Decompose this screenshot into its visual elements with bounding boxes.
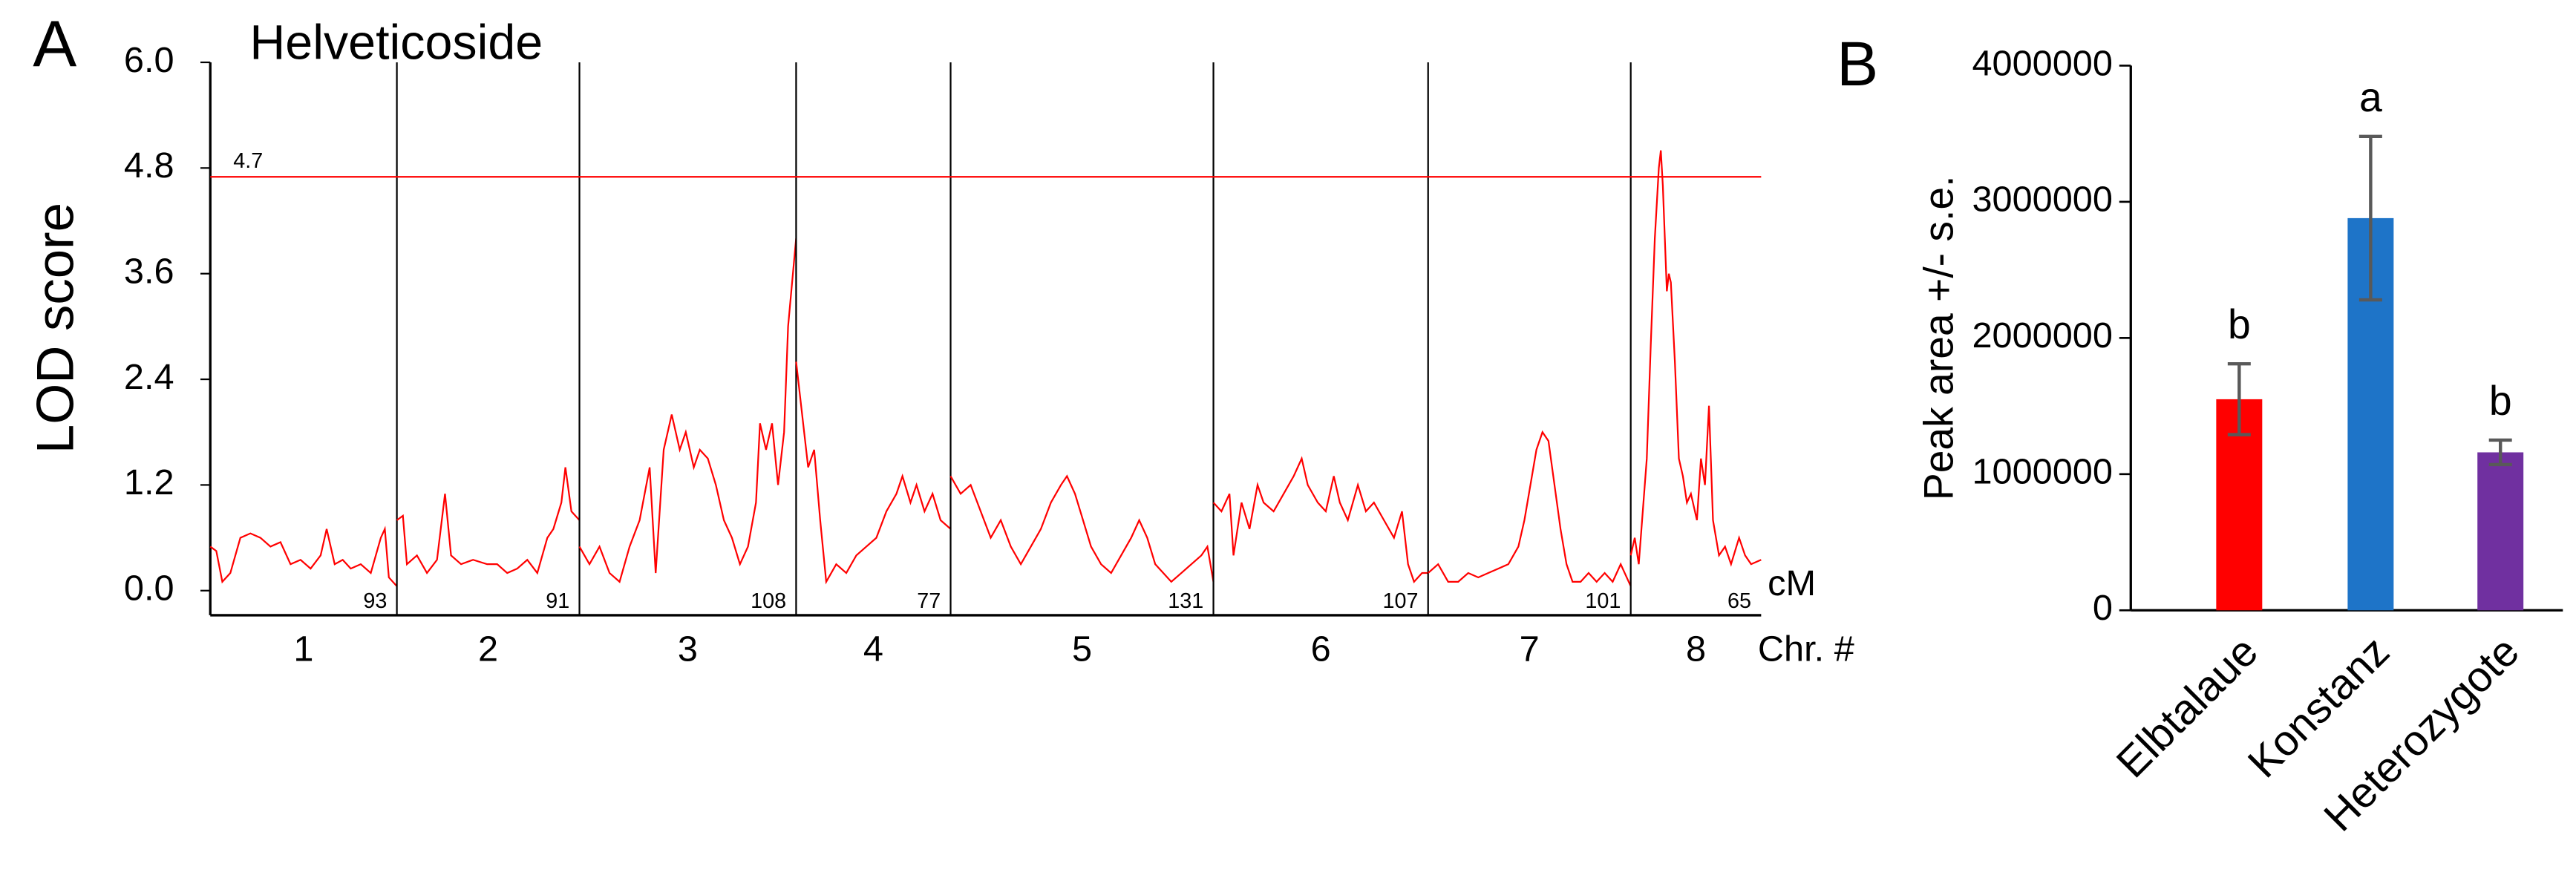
y-tick-label: 6.0 bbox=[124, 40, 174, 80]
significance-letter: b bbox=[2228, 301, 2251, 347]
bar bbox=[2477, 452, 2524, 611]
panel-letter: B bbox=[1837, 29, 1878, 99]
chromosome-label: 4 bbox=[863, 629, 883, 669]
x-axis-label: Chr. # bbox=[1758, 629, 1854, 669]
chromosome-length: 65 bbox=[1727, 589, 1751, 613]
lod-line bbox=[396, 467, 581, 575]
threshold-label: 4.7 bbox=[233, 149, 263, 173]
y-tick-label: 1000000 bbox=[1972, 452, 2112, 492]
chromosome-label: 2 bbox=[478, 629, 498, 669]
lod-line bbox=[578, 238, 797, 583]
y-tick-label: 4.8 bbox=[124, 145, 174, 186]
chromosome-length: 101 bbox=[1585, 589, 1621, 613]
chromosome-label: 8 bbox=[1686, 629, 1706, 669]
chromosome-length: 131 bbox=[1168, 589, 1203, 613]
y-tick-label: 3000000 bbox=[1972, 180, 2112, 220]
lod-line bbox=[209, 525, 398, 587]
x-tick-label: Elbtalaue bbox=[2108, 628, 2267, 787]
x-unit-label: cM bbox=[1768, 563, 1816, 603]
y-axis-label: Peak area +/- s.e. bbox=[1915, 176, 1961, 501]
chromosome-label: 7 bbox=[1520, 629, 1540, 669]
lod-line bbox=[1427, 430, 1632, 587]
significance-letter: b bbox=[2489, 378, 2512, 424]
lod-line bbox=[1212, 456, 1428, 584]
chromosome-length: 107 bbox=[1382, 589, 1418, 613]
chromosome-label: 3 bbox=[678, 629, 698, 669]
significance-letter: a bbox=[2359, 74, 2382, 120]
y-tick-label: 2000000 bbox=[1972, 315, 2112, 356]
chart-title: Helveticoside bbox=[249, 15, 543, 70]
lod-line bbox=[949, 474, 1215, 583]
y-tick-label: 4000000 bbox=[1972, 43, 2112, 83]
y-tick-label: 3.6 bbox=[124, 252, 174, 292]
chromosome-length: 93 bbox=[363, 589, 387, 613]
chromosome-length: 108 bbox=[751, 589, 786, 613]
chromosome-label: 6 bbox=[1311, 629, 1331, 669]
lod-line bbox=[795, 361, 952, 585]
y-tick-label: 0.0 bbox=[124, 569, 174, 609]
chromosome-length: 91 bbox=[546, 589, 569, 613]
chromosome-label: 5 bbox=[1072, 629, 1092, 669]
y-tick-label: 2.4 bbox=[124, 357, 174, 397]
panel-letter: A bbox=[33, 7, 76, 81]
y-tick-label: 0 bbox=[2093, 588, 2113, 628]
lod-line bbox=[1629, 150, 1762, 567]
chromosome-label: 1 bbox=[293, 629, 313, 669]
y-axis-label: LOD score bbox=[25, 203, 84, 453]
chromosome-length: 77 bbox=[917, 589, 941, 613]
y-tick-label: 1.2 bbox=[124, 462, 174, 502]
